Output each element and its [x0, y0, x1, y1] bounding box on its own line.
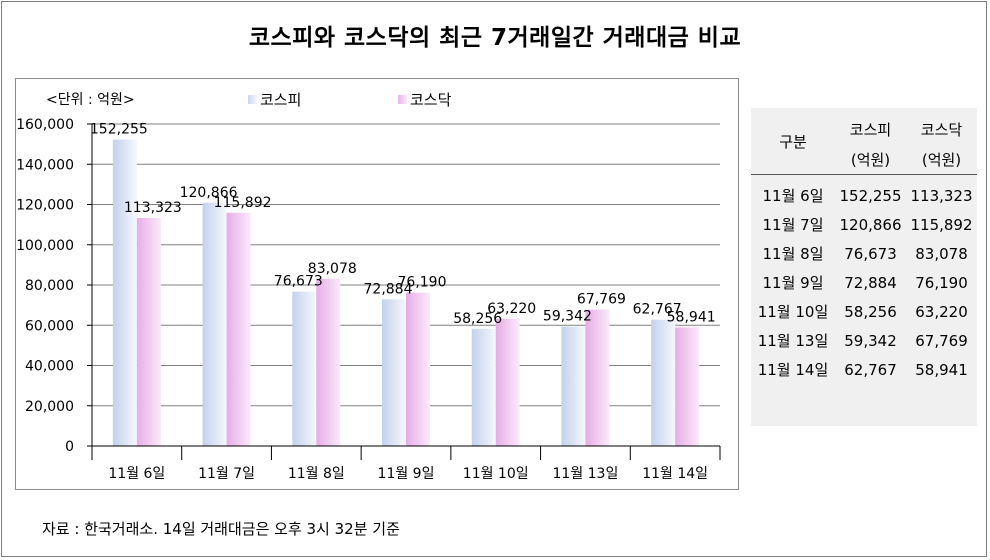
data-label-kosdaq: 76,190	[398, 275, 447, 291]
table-cell-date: 11월 8일	[762, 245, 824, 263]
data-label-kospi: 152,255	[90, 122, 148, 138]
y-tick-label: 80,000	[25, 278, 74, 294]
table-cell-date: 11월 14일	[757, 361, 829, 379]
table-header-row-2: (억원) (억원)	[751, 144, 977, 175]
bar-kospi	[382, 299, 406, 446]
x-tick-label: 11월 6일	[108, 466, 165, 482]
table-row: 11월 14일 62,767 58,941	[751, 355, 977, 384]
bar-kospi	[202, 202, 227, 446]
legend-swatch-kosdaq	[398, 95, 407, 104]
table-cell-kospi: 59,342	[844, 331, 897, 350]
x-tick-label: 11월 8일	[288, 466, 345, 482]
bar-kosdaq	[406, 292, 430, 446]
table-row: 11월 13일 59,342 67,769	[751, 326, 977, 355]
table-cell-kosdaq: 58,941	[915, 360, 968, 379]
data-label-kospi: 58,256	[453, 311, 502, 327]
table-cell-kosdaq: 76,190	[915, 273, 968, 292]
table-cell-kospi: 120,866	[839, 215, 902, 234]
unit-label: <단위 : 억원>	[46, 92, 135, 108]
header-category: 구분	[751, 108, 835, 175]
bar-kosdaq	[136, 217, 161, 446]
y-tick-label: 40,000	[25, 359, 74, 375]
data-label-kosdaq: 67,769	[577, 292, 626, 308]
bar-kosdaq	[675, 327, 700, 446]
y-tick-label: 100,000	[16, 238, 74, 254]
table-cell-kospi: 72,884	[844, 273, 897, 292]
table-cell-kosdaq: 113,323	[910, 186, 973, 205]
data-label-kospi: 72,884	[364, 281, 413, 297]
table-cell-kosdaq: 115,892	[910, 215, 973, 234]
data-table-panel: 구분 코스피 코스닥 (억원) (억원) 11월 6일 152,255 113,…	[751, 108, 977, 426]
axes: 0 20,000 40,000 60,000 80,000 100,000 120,000 1…	[16, 117, 721, 482]
x-tick-label: 11월 14일	[642, 466, 708, 482]
bar-kosdaq	[226, 212, 251, 446]
x-tick-label: 11월 10일	[463, 466, 529, 482]
data-label-kospi: 76,673	[274, 274, 323, 290]
table-cell-kosdaq: 67,769	[915, 331, 968, 350]
data-label-kosdaq: 58,941	[667, 309, 716, 325]
table-cell-kospi: 62,767	[844, 360, 897, 379]
y-tick-label: 0	[65, 439, 74, 455]
bar-kosdaq	[316, 278, 341, 446]
table-row: 11월 6일 152,255 113,323	[751, 175, 977, 211]
data-label-kospi: 120,866	[180, 185, 238, 201]
legend-label-kospi: 코스피	[260, 91, 302, 109]
data-label-kospi: 62,767	[633, 302, 682, 318]
table-row: 11월 10일 58,256 63,220	[751, 297, 977, 326]
x-tick-label: 11월 9일	[378, 466, 435, 482]
header-kosdaq-unit: (억원)	[906, 144, 977, 175]
legend-label-kosdaq: 코스닥	[410, 91, 452, 109]
table-cell-kospi: 58,256	[844, 302, 897, 321]
bar-kospi	[471, 328, 496, 446]
y-tick-label: 60,000	[25, 318, 74, 334]
page-title: 코스피와 코스닥의 최근 7거래일간 거래대금 비교	[248, 25, 742, 51]
table-cell-date: 11월 9일	[762, 274, 824, 292]
legend-swatch-kospi	[248, 95, 257, 104]
bar-kospi	[651, 319, 676, 446]
y-tick-label: 140,000	[16, 157, 74, 173]
data-table: 구분 코스피 코스닥 (억원) (억원) 11월 6일 152,255 113,…	[751, 108, 977, 384]
data-label-kospi: 59,342	[543, 309, 592, 325]
header-kospi: 코스피	[849, 120, 892, 139]
table-cell-kosdaq: 83,078	[915, 244, 968, 263]
bar-kospi	[112, 139, 137, 447]
bar-kosdaq	[585, 309, 610, 446]
table-row: 11월 9일 72,884 76,190	[751, 268, 977, 297]
table-row: 11월 8일 76,673 83,078	[751, 239, 977, 268]
data-label-kosdaq: 83,078	[308, 261, 357, 277]
x-tick-label: 11월 13일	[553, 466, 619, 482]
y-tick-label: 160,000	[16, 117, 74, 133]
legend-kosdaq: 코스닥	[398, 89, 451, 110]
table-cell-date: 11월 7일	[762, 216, 824, 234]
bar-kospi	[561, 326, 586, 446]
header-kosdaq: 코스닥	[920, 120, 963, 139]
table-header-row-1: 구분 코스피 코스닥	[751, 108, 977, 175]
table-cell-date: 11월 13일	[757, 332, 829, 350]
bar-kosdaq	[495, 318, 520, 446]
header-kospi-unit: (억원)	[835, 144, 906, 175]
table-row: 11월 7일 120,866 115,892	[751, 210, 977, 239]
table-cell-date: 11월 10일	[757, 303, 829, 321]
data-label-kosdaq: 115,892	[214, 195, 272, 211]
table-cell-kospi: 152,255	[839, 186, 902, 205]
legend-kospi: 코스피	[248, 89, 301, 110]
table-cell-kosdaq: 63,220	[915, 302, 968, 321]
data-label-kosdaq: 113,323	[124, 200, 182, 216]
x-tick-label: 11월 7일	[198, 466, 255, 482]
source-note: 자료 : 한국거래소. 14일 거래대금은 오후 3시 32분 기준	[42, 520, 400, 538]
y-tick-label: 20,000	[25, 399, 74, 415]
y-tick-label: 120,000	[16, 198, 74, 214]
data-label-kosdaq: 63,220	[487, 301, 536, 317]
table-cell-kospi: 76,673	[844, 244, 897, 263]
bars	[112, 139, 700, 447]
table-cell-date: 11월 6일	[762, 187, 824, 205]
bar-kospi	[292, 291, 317, 446]
